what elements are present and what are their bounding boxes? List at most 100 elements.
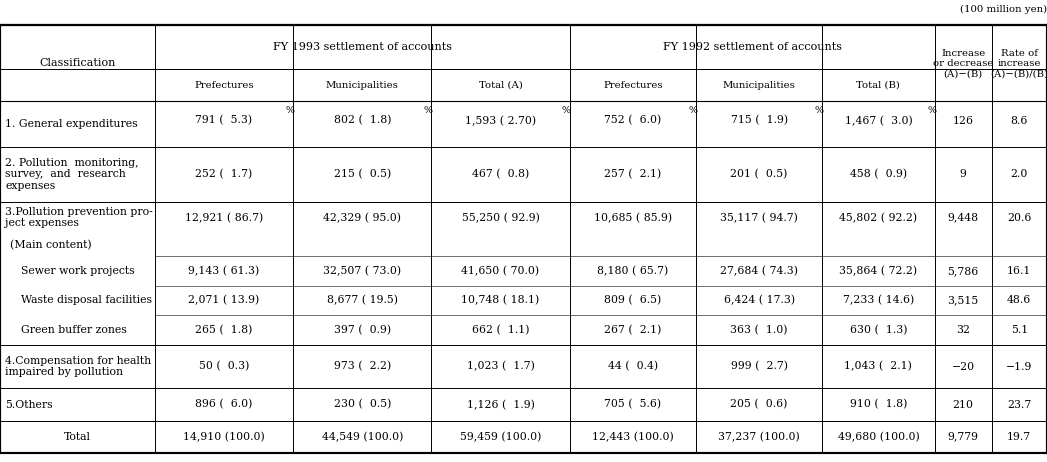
Text: 10,748 ( 18.1): 10,748 ( 18.1): [462, 295, 539, 305]
Text: 5.1: 5.1: [1010, 325, 1028, 335]
Text: 32: 32: [956, 325, 971, 335]
Text: 252 (  1.7): 252 ( 1.7): [196, 169, 252, 179]
Text: 48.6: 48.6: [1007, 295, 1031, 305]
Text: 20.6: 20.6: [1007, 213, 1031, 223]
Text: 8,677 ( 19.5): 8,677 ( 19.5): [327, 295, 398, 305]
Text: 215 (  0.5): 215 ( 0.5): [334, 169, 391, 179]
Text: 2. Pollution  monitoring,
survey,  and  research
expenses: 2. Pollution monitoring, survey, and res…: [5, 158, 139, 191]
Text: −1.9: −1.9: [1006, 362, 1032, 371]
Text: %: %: [815, 106, 823, 115]
Text: 715 (  1.9): 715 ( 1.9): [731, 116, 787, 126]
Text: 1,126 (  1.9): 1,126 ( 1.9): [467, 399, 534, 410]
Text: 35,117 ( 94.7): 35,117 ( 94.7): [720, 213, 798, 223]
Text: Sewer work projects: Sewer work projects: [21, 266, 135, 276]
Text: 44,549 (100.0): 44,549 (100.0): [321, 432, 403, 442]
Text: 705 (  5.6): 705 ( 5.6): [604, 400, 662, 410]
Text: Waste disposal facilities: Waste disposal facilities: [21, 295, 152, 305]
Text: 752 (  6.0): 752 ( 6.0): [604, 116, 662, 126]
Text: 2.0: 2.0: [1010, 169, 1028, 179]
Text: Prefectures: Prefectures: [195, 81, 253, 90]
Text: 201 (  0.5): 201 ( 0.5): [731, 169, 787, 179]
Text: 363 (  1.0): 363 ( 1.0): [731, 325, 787, 335]
Text: 630 (  1.3): 630 ( 1.3): [850, 325, 907, 335]
Text: %: %: [928, 106, 936, 115]
Text: 1. General expenditures: 1. General expenditures: [5, 119, 138, 129]
Text: 16.1: 16.1: [1007, 266, 1031, 276]
Text: 49,680 (100.0): 49,680 (100.0): [838, 432, 919, 442]
Text: %: %: [689, 106, 697, 115]
Text: Total: Total: [64, 432, 91, 442]
Text: 19.7: 19.7: [1007, 432, 1031, 442]
Text: 37,237 (100.0): 37,237 (100.0): [718, 432, 800, 442]
Text: 257 (  2.1): 257 ( 2.1): [604, 169, 662, 179]
Text: 3.Pollution prevention pro-
ject expenses: 3.Pollution prevention pro- ject expense…: [5, 207, 153, 229]
Text: Total (B): Total (B): [856, 81, 900, 90]
Text: Classification: Classification: [40, 58, 115, 68]
Text: FY 1992 settlement of accounts: FY 1992 settlement of accounts: [663, 43, 842, 52]
Text: Rate of
increase
(A)−(B)/(B): Rate of increase (A)−(B)/(B): [990, 49, 1047, 79]
Text: FY 1993 settlement of accounts: FY 1993 settlement of accounts: [273, 43, 451, 52]
Text: 1,467 (  3.0): 1,467 ( 3.0): [845, 116, 912, 126]
Text: 205 (  0.6): 205 ( 0.6): [731, 400, 787, 410]
Text: 1,043 (  2.1): 1,043 ( 2.1): [845, 361, 912, 372]
Text: Increase
or decrease
(A)−(B): Increase or decrease (A)−(B): [933, 49, 994, 79]
Text: (Main content): (Main content): [10, 240, 92, 250]
Text: 9,779: 9,779: [948, 432, 979, 442]
Text: 3,515: 3,515: [948, 295, 979, 305]
Text: 59,459 (100.0): 59,459 (100.0): [460, 432, 541, 442]
Text: 1,593 ( 2.70): 1,593 ( 2.70): [465, 116, 536, 126]
Text: 23.7: 23.7: [1007, 400, 1031, 409]
Text: 662 (  1.1): 662 ( 1.1): [472, 325, 529, 335]
Text: 50 (  0.3): 50 ( 0.3): [199, 361, 249, 372]
Text: 458 (  0.9): 458 ( 0.9): [850, 169, 907, 179]
Text: 210: 210: [953, 400, 974, 409]
Text: 9: 9: [960, 169, 966, 179]
Text: 1,023 (  1.7): 1,023 ( 1.7): [467, 361, 534, 372]
Text: 32,507 ( 73.0): 32,507 ( 73.0): [324, 266, 401, 276]
Text: −20: −20: [952, 362, 975, 371]
Text: 910 (  1.8): 910 ( 1.8): [850, 400, 907, 410]
Text: 12,443 (100.0): 12,443 (100.0): [592, 432, 674, 442]
Text: 5.Others: 5.Others: [5, 400, 52, 409]
Text: 9,448: 9,448: [948, 213, 979, 223]
Text: (100 million yen): (100 million yen): [960, 5, 1047, 14]
Text: 45,802 ( 92.2): 45,802 ( 92.2): [840, 213, 917, 223]
Text: 9,143 ( 61.3): 9,143 ( 61.3): [188, 266, 260, 276]
Text: 55,250 ( 92.9): 55,250 ( 92.9): [462, 213, 539, 223]
Text: 7,233 ( 14.6): 7,233 ( 14.6): [843, 295, 914, 305]
Text: 896 (  6.0): 896 ( 6.0): [196, 400, 252, 410]
Text: 8,180 ( 65.7): 8,180 ( 65.7): [597, 266, 669, 276]
Text: %: %: [562, 106, 571, 115]
Text: 809 (  6.5): 809 ( 6.5): [604, 295, 662, 305]
Text: 42,329 ( 95.0): 42,329 ( 95.0): [324, 213, 401, 223]
Text: 397 (  0.9): 397 ( 0.9): [334, 325, 391, 335]
Text: 265 (  1.8): 265 ( 1.8): [196, 325, 252, 335]
Text: 41,650 ( 70.0): 41,650 ( 70.0): [462, 266, 539, 276]
Text: 802 (  1.8): 802 ( 1.8): [334, 116, 391, 126]
Text: Municipalities: Municipalities: [722, 81, 796, 90]
Text: 5,786: 5,786: [948, 266, 979, 276]
Text: 230 (  0.5): 230 ( 0.5): [334, 400, 391, 410]
Text: 791 (  5.3): 791 ( 5.3): [196, 116, 252, 126]
Text: Municipalities: Municipalities: [326, 81, 399, 90]
Text: 12,921 ( 86.7): 12,921 ( 86.7): [185, 213, 263, 223]
Text: 267 (  2.1): 267 ( 2.1): [604, 325, 662, 335]
Text: 126: 126: [953, 116, 974, 126]
Text: 2,071 ( 13.9): 2,071 ( 13.9): [188, 295, 260, 305]
Text: Green buffer zones: Green buffer zones: [21, 325, 127, 335]
Text: 999 (  2.7): 999 ( 2.7): [731, 361, 787, 372]
Text: 44 (  0.4): 44 ( 0.4): [608, 361, 658, 372]
Text: 4.Compensation for health
impaired by pollution: 4.Compensation for health impaired by po…: [5, 356, 152, 377]
Text: 10,685 ( 85.9): 10,685 ( 85.9): [594, 213, 672, 223]
Text: Total (A): Total (A): [478, 81, 522, 90]
Text: 973 (  2.2): 973 ( 2.2): [334, 361, 391, 372]
Text: 27,684 ( 74.3): 27,684 ( 74.3): [720, 266, 798, 276]
Text: Prefectures: Prefectures: [603, 81, 663, 90]
Text: %: %: [286, 106, 294, 115]
Text: 35,864 ( 72.2): 35,864 ( 72.2): [840, 266, 917, 276]
Text: 467 (  0.8): 467 ( 0.8): [472, 169, 529, 179]
Text: %: %: [424, 106, 432, 115]
Text: 14,910 (100.0): 14,910 (100.0): [183, 432, 265, 442]
Text: 6,424 ( 17.3): 6,424 ( 17.3): [723, 295, 795, 305]
Text: 8.6: 8.6: [1010, 116, 1028, 126]
